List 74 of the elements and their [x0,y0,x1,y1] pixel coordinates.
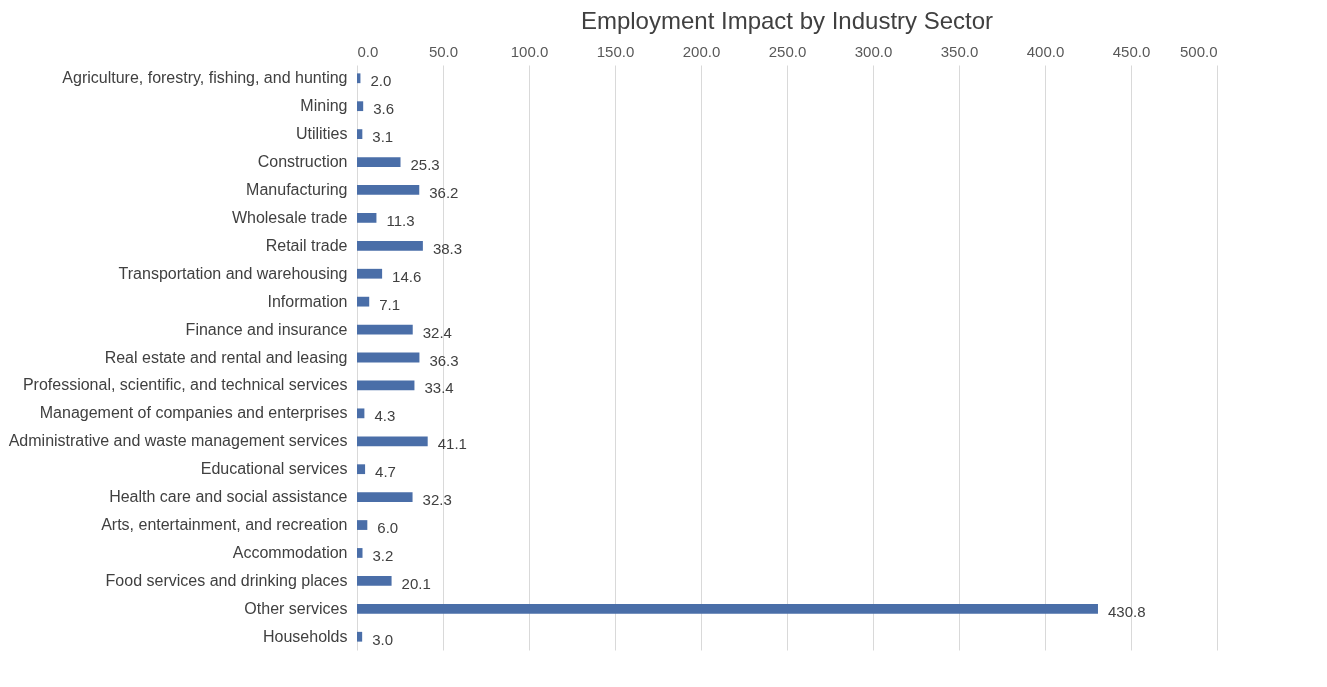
data-label: 20.1 [401,574,431,592]
bar [357,408,365,419]
x-tick-label: 150.0 [596,42,635,60]
y-tick-label: Retail trade [265,236,348,254]
y-tick-label: Mining [300,97,348,115]
bar [357,185,420,195]
data-label: 25.3 [410,156,440,174]
y-tick-label: Other services [244,599,348,617]
x-tick-label: 200.0 [682,42,721,60]
bar [357,129,363,139]
y-tick-label: Finance and insurance [185,320,348,338]
bar [357,296,370,307]
y-tick-label: Accommodation [232,543,348,561]
y-tick-label: Transportation and warehousing [118,264,348,282]
bar [357,520,368,530]
y-tick-label: Utilities [295,125,348,143]
y-tick-label: Information [267,292,348,310]
data-label: 36.2 [429,183,459,201]
y-tick-label: Construction [257,153,348,171]
data-label: 430.8 [1107,602,1146,620]
bar [357,352,420,363]
data-label: 36.3 [429,351,459,369]
data-label: 3.0 [372,630,394,648]
data-label: 32.4 [422,323,452,341]
y-tick-label: Food services and drinking places [105,571,348,589]
bar [357,380,415,391]
bar [357,631,363,642]
y-tick-label: Real estate and rental and leasing [104,348,348,366]
bar [357,492,413,502]
data-label: 3.1 [372,128,394,146]
data-label: 32.3 [422,491,452,509]
bar [357,268,383,279]
bar [357,548,363,558]
data-label: 7.1 [379,295,401,313]
data-label: 3.2 [372,546,394,564]
x-tick-label: 0.0 [357,42,379,60]
x-tick-label: 100.0 [510,42,549,60]
data-label: 4.3 [374,407,396,425]
bar [357,324,413,335]
data-label: 3.6 [373,100,395,118]
data-label: 2.0 [370,72,392,90]
bar [357,157,401,167]
x-tick-label: 400.0 [1026,42,1065,60]
x-tick-label: 300.0 [854,42,893,60]
data-label: 11.3 [386,211,415,229]
data-label: 4.7 [375,463,396,481]
data-label: 41.1 [437,435,467,453]
y-tick-label: Agriculture, forestry, fishing, and hunting [62,69,348,87]
data-label: 6.0 [377,519,399,537]
x-tick-label: 500.0 [1179,42,1218,60]
x-tick-label: 50.0 [428,42,459,60]
data-label: 14.6 [392,267,422,285]
chart-title: Employment Impact by Industry Sector [580,7,994,34]
y-tick-label: Households [263,627,348,645]
bar [357,240,423,251]
data-label: 33.4 [424,379,454,397]
y-tick-label: Arts, entertainment, and recreation [101,516,348,534]
y-tick-label: Health care and social assistance [109,488,348,506]
x-tick-label: 450.0 [1112,42,1151,60]
y-tick-label: Administrative and waste management services [8,432,348,450]
y-tick-label: Management of companies and enterprises [39,404,348,422]
bar [357,213,377,223]
bar [357,603,1098,614]
bar [357,436,428,447]
y-tick-label: Manufacturing [246,180,348,198]
y-tick-label: Professional, scientific, and technical services [22,376,348,394]
y-tick-label: Educational services [200,460,348,478]
x-tick-label: 350.0 [940,42,979,60]
x-tick-label: 250.0 [768,42,807,60]
y-tick-label: Wholesale trade [231,208,348,226]
bar [357,464,366,475]
data-label: 38.3 [432,239,463,257]
bar [357,101,364,112]
bar [357,576,392,586]
